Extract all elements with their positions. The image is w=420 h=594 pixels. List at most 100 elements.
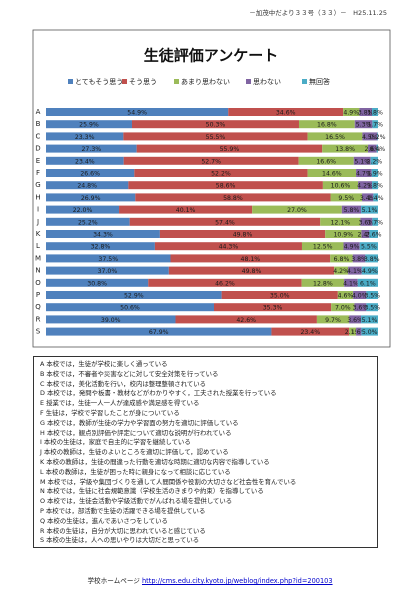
bar-segment — [159, 230, 326, 238]
bar-segment — [373, 193, 378, 202]
chart: －加茂中だより３３号（３３）－ H25.11.25 生徒評価アンケート とてもそ… — [32, 8, 391, 348]
value-label: 50.6% — [120, 305, 140, 312]
value-label: 10.6% — [331, 183, 351, 190]
statement: L 本校の教師は，生徒が困った時に親身になって相談に応じている — [40, 467, 231, 476]
bar-segment — [356, 169, 372, 177]
value-label: 2.6% — [364, 146, 380, 153]
bar-segment — [361, 205, 378, 214]
value-label: 1.9% — [367, 171, 383, 178]
value-label: 50.3% — [206, 122, 226, 129]
value-label: 24.8% — [77, 183, 97, 190]
value-label: 5.1% — [354, 158, 370, 165]
value-label: 5.8% — [344, 207, 360, 214]
legend-label: 無回答 — [309, 77, 330, 86]
row-label: G — [35, 181, 40, 189]
bar-segment — [46, 193, 136, 202]
value-label: 26.6% — [80, 171, 100, 178]
bar-segment — [136, 144, 323, 153]
value-label: 0.4% — [369, 146, 385, 153]
bar-segment — [359, 242, 378, 251]
bar-segment — [213, 303, 332, 312]
value-label: 23.4% — [75, 158, 95, 165]
value-label: 27.3% — [81, 146, 101, 153]
bar-segment — [46, 315, 176, 324]
value-label: 52.2% — [211, 171, 231, 178]
statement: N 本校では，生徒に社会規範意識（学校生活のきまりや約束）を指導している — [40, 487, 264, 496]
bar-segment — [46, 156, 124, 165]
bar-segment — [370, 156, 378, 165]
value-label: 0.2% — [370, 134, 386, 141]
row-label: L — [36, 242, 40, 250]
bar-segment — [228, 108, 344, 116]
statement: O 本校では，生徒会活動や学級活動でがんばれる場を提供している — [40, 497, 233, 506]
value-label: 12.8% — [313, 280, 333, 287]
row-label: A — [36, 108, 41, 116]
bar-segment — [298, 120, 355, 129]
value-label: 57.4% — [215, 219, 235, 226]
bar-segment — [348, 266, 362, 275]
statement: B 本校では，不審者や災害などに対して安全対策を行っている — [40, 369, 219, 378]
bar-segment — [330, 193, 363, 202]
bar-segment — [322, 144, 369, 153]
value-label: 26.9% — [81, 195, 101, 202]
bar-segment — [301, 278, 345, 287]
bar-segment — [349, 327, 357, 336]
bar-segment — [148, 278, 302, 287]
legend-label: とてもそう思う — [75, 78, 123, 86]
bar-segment — [301, 242, 344, 251]
bar-segment — [349, 315, 362, 324]
value-label: 3.5% — [364, 293, 380, 300]
value-label: 34.3% — [93, 232, 113, 239]
bar-segment — [134, 169, 308, 177]
chart-frame — [32, 29, 391, 348]
value-label: 2.1% — [345, 329, 361, 336]
row-label: I — [37, 206, 39, 214]
value-label: 16.5% — [325, 134, 345, 141]
value-label: 49.8% — [233, 232, 253, 239]
value-label: 1.4% — [368, 195, 384, 202]
bar-segment — [271, 327, 350, 336]
value-label: 55.5% — [206, 134, 226, 141]
statement: D 本校では，発問や板書・教材などがわかりやすく，工夫された授業を行っている — [40, 389, 277, 398]
statement: M 本校では，学級や集団づくりを通して人間関係や役割の大切さなど社会性を育んでい… — [40, 477, 297, 486]
bar-segment — [131, 120, 299, 129]
value-label: 1.7% — [367, 122, 383, 129]
row-label: P — [36, 291, 40, 299]
bar-segment — [46, 303, 214, 312]
value-label: 4.9% — [343, 110, 359, 117]
statement: G 本校では，教師が生徒の学力や学習面の努力を適切に評価している — [40, 418, 239, 427]
header: －加茂中だより３３号（３３）－ H25.11.25 — [249, 8, 387, 17]
bar-segment — [331, 303, 355, 312]
bar-segment — [46, 242, 155, 251]
bar-segment — [354, 303, 367, 312]
value-label: 12.5% — [313, 244, 333, 251]
bar-segment — [175, 315, 317, 324]
value-label: 4.9% — [362, 268, 378, 275]
value-label: 1.7% — [367, 219, 383, 226]
value-label: 12.1% — [330, 219, 350, 226]
value-label: 13.8% — [335, 146, 355, 153]
row-label: D — [35, 145, 40, 153]
bar-segment — [307, 132, 363, 141]
footer-link[interactable]: http://cms.edu.city.kyoto.jp/weblog/inde… — [141, 577, 333, 585]
value-label: 39.0% — [101, 317, 121, 324]
bar-segment — [154, 242, 302, 251]
bar-segment — [356, 327, 362, 336]
bar-segment — [358, 181, 373, 190]
bar-segment — [46, 254, 171, 263]
bar-segment — [46, 169, 135, 177]
value-label: 3.6% — [359, 219, 375, 226]
bar-segment — [366, 303, 378, 312]
row-label: F — [36, 169, 40, 177]
value-label: 4.9% — [344, 244, 360, 251]
value-label: 9.7% — [325, 317, 341, 324]
value-label: 42.6% — [236, 317, 256, 324]
row-label: O — [35, 279, 41, 287]
statement: P 本校では，部活動で生徒の活躍できる場を提供している — [40, 506, 206, 515]
bar-segment — [320, 217, 361, 226]
bar-segment — [359, 108, 373, 116]
bar-segment — [170, 254, 331, 263]
bar-segment — [330, 254, 353, 263]
value-label: 3.8% — [358, 110, 374, 117]
